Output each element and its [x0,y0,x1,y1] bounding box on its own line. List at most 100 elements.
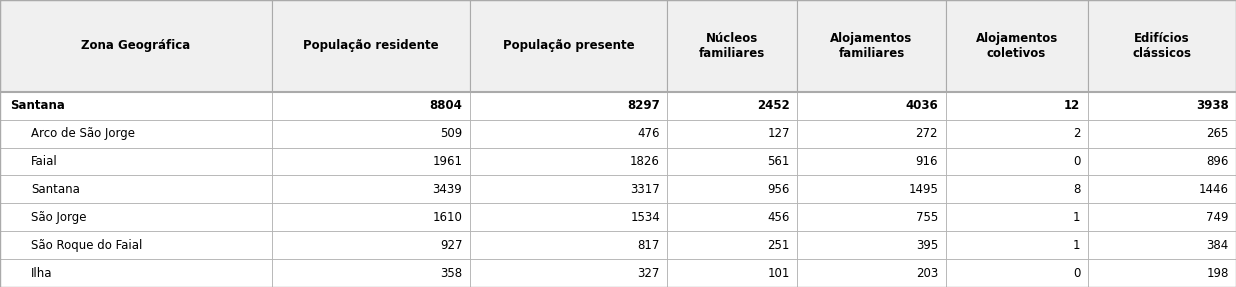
Bar [946,92,1088,120]
Bar [797,120,946,148]
Text: 1495: 1495 [908,183,938,196]
Text: 2452: 2452 [758,99,790,112]
Text: Faial: Faial [31,155,58,168]
Text: 956: 956 [768,183,790,196]
Bar [0,120,272,148]
Text: Santana: Santana [10,99,64,112]
Text: 101: 101 [768,267,790,280]
Text: 561: 561 [768,155,790,168]
Text: 1: 1 [1073,239,1080,252]
Text: 916: 916 [916,155,938,168]
Text: 3439: 3439 [433,183,462,196]
Text: 0: 0 [1073,267,1080,280]
Bar [0,259,272,287]
Bar [470,120,667,148]
Bar [797,148,946,175]
Bar [1088,231,1236,259]
Bar [0,92,272,120]
Text: Ilha: Ilha [31,267,52,280]
Text: 265: 265 [1206,127,1229,140]
Bar [797,259,946,287]
Bar [667,259,797,287]
Bar [470,259,667,287]
Bar [272,148,470,175]
Text: Alojamentos
coletivos: Alojamentos coletivos [975,32,1058,60]
Text: População residente: População residente [303,39,439,53]
Bar [1088,175,1236,203]
Bar [272,0,470,92]
Bar [1088,92,1236,120]
Bar [0,175,272,203]
Bar [667,175,797,203]
Text: 927: 927 [440,239,462,252]
Bar [470,0,667,92]
Text: Núcleos
familiares: Núcleos familiares [700,32,765,60]
Text: Edifícios
clássicos: Edifícios clássicos [1132,32,1192,60]
Text: 327: 327 [638,267,660,280]
Text: 8804: 8804 [429,99,462,112]
Bar [272,120,470,148]
Text: 476: 476 [638,127,660,140]
Text: 1826: 1826 [630,155,660,168]
Bar [470,148,667,175]
Bar [667,231,797,259]
Bar [797,175,946,203]
Bar [797,0,946,92]
Bar [0,148,272,175]
Text: 3938: 3938 [1196,99,1229,112]
Bar [797,231,946,259]
Bar [272,175,470,203]
Text: 509: 509 [440,127,462,140]
Bar [946,175,1088,203]
Text: 1961: 1961 [433,155,462,168]
Text: 198: 198 [1206,267,1229,280]
Text: Santana: Santana [31,183,80,196]
Text: 755: 755 [916,211,938,224]
Bar [797,203,946,231]
Bar [1088,0,1236,92]
Bar [272,92,470,120]
Bar [667,148,797,175]
Text: Zona Geográfica: Zona Geográfica [82,39,190,53]
Bar [0,0,272,92]
Text: 817: 817 [638,239,660,252]
Bar [470,175,667,203]
Bar [946,259,1088,287]
Bar [667,203,797,231]
Text: 8: 8 [1073,183,1080,196]
Text: 358: 358 [440,267,462,280]
Text: 456: 456 [768,211,790,224]
Bar [667,120,797,148]
Text: 896: 896 [1206,155,1229,168]
Text: 2: 2 [1073,127,1080,140]
Bar [946,0,1088,92]
Text: 1534: 1534 [630,211,660,224]
Text: 12: 12 [1064,99,1080,112]
Bar [0,231,272,259]
Text: 272: 272 [916,127,938,140]
Text: São Jorge: São Jorge [31,211,87,224]
Text: 395: 395 [916,239,938,252]
Text: 4036: 4036 [906,99,938,112]
Bar [272,203,470,231]
Bar [1088,120,1236,148]
Text: 251: 251 [768,239,790,252]
Text: 127: 127 [768,127,790,140]
Bar [1088,203,1236,231]
Bar [1088,148,1236,175]
Text: São Roque do Faial: São Roque do Faial [31,239,142,252]
Text: 0: 0 [1073,155,1080,168]
Text: 8297: 8297 [628,99,660,112]
Bar [470,92,667,120]
Text: 749: 749 [1206,211,1229,224]
Bar [0,203,272,231]
Text: 1: 1 [1073,211,1080,224]
Bar [470,203,667,231]
Bar [470,231,667,259]
Bar [797,92,946,120]
Text: 384: 384 [1206,239,1229,252]
Bar [667,92,797,120]
Text: Alojamentos
familiares: Alojamentos familiares [831,32,912,60]
Bar [272,259,470,287]
Bar [272,231,470,259]
